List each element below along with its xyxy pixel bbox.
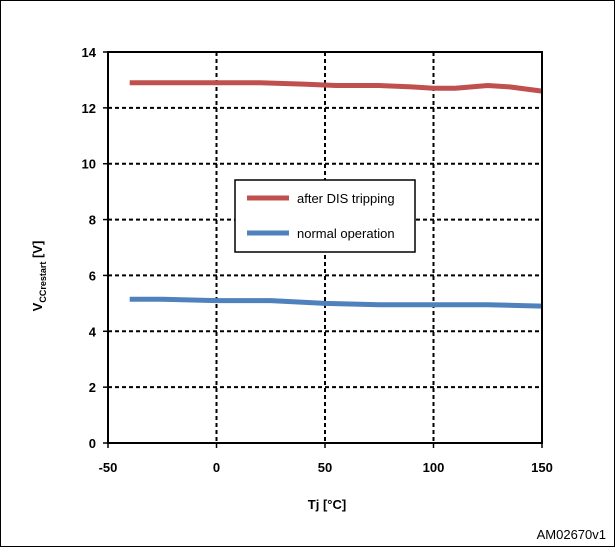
y-tick-label: 2 bbox=[89, 380, 96, 395]
x-tick-label: 50 bbox=[318, 460, 332, 475]
gridlines bbox=[103, 51, 543, 448]
x-tick-label: 100 bbox=[423, 460, 445, 475]
y-tick-label: 0 bbox=[89, 436, 96, 451]
legend-label-normal-operation: normal operation bbox=[297, 226, 395, 241]
series-line-normal-operation bbox=[129, 296, 543, 309]
legend-box bbox=[234, 179, 416, 253]
figure-id: AM02670v1 bbox=[537, 527, 606, 542]
y-tick-label: 14 bbox=[82, 45, 97, 60]
legend-label-after-dis-tripping: after DIS tripping bbox=[297, 191, 395, 206]
y-axis-title-suffix: [V] bbox=[30, 241, 45, 262]
legend: after DIS tripping normal operation bbox=[234, 179, 416, 253]
y-axis-title-main: V bbox=[30, 302, 45, 311]
x-axis-title: Tj [°C] bbox=[308, 497, 346, 512]
x-tick-label: -50 bbox=[99, 460, 118, 475]
x-tick-labels: -50 0 50 100 150 bbox=[99, 460, 553, 475]
y-tick-label: 10 bbox=[82, 157, 96, 172]
y-tick-label: 12 bbox=[82, 101, 96, 116]
y-axis-title-subscript: CCrestart bbox=[38, 262, 48, 303]
series-lines bbox=[129, 80, 543, 309]
series-line-after-dis-tripping bbox=[129, 80, 543, 94]
plot-border bbox=[107, 51, 543, 444]
y-tick-label: 8 bbox=[89, 213, 96, 228]
y-tick-label: 4 bbox=[89, 324, 97, 339]
x-tick-label: 150 bbox=[531, 460, 553, 475]
x-tick-label: 0 bbox=[213, 460, 220, 475]
y-axis-title: VCCrestart [V] bbox=[30, 241, 48, 312]
y-tick-label: 6 bbox=[89, 268, 96, 283]
y-tick-labels: 0 2 4 6 8 10 12 14 bbox=[82, 45, 97, 451]
